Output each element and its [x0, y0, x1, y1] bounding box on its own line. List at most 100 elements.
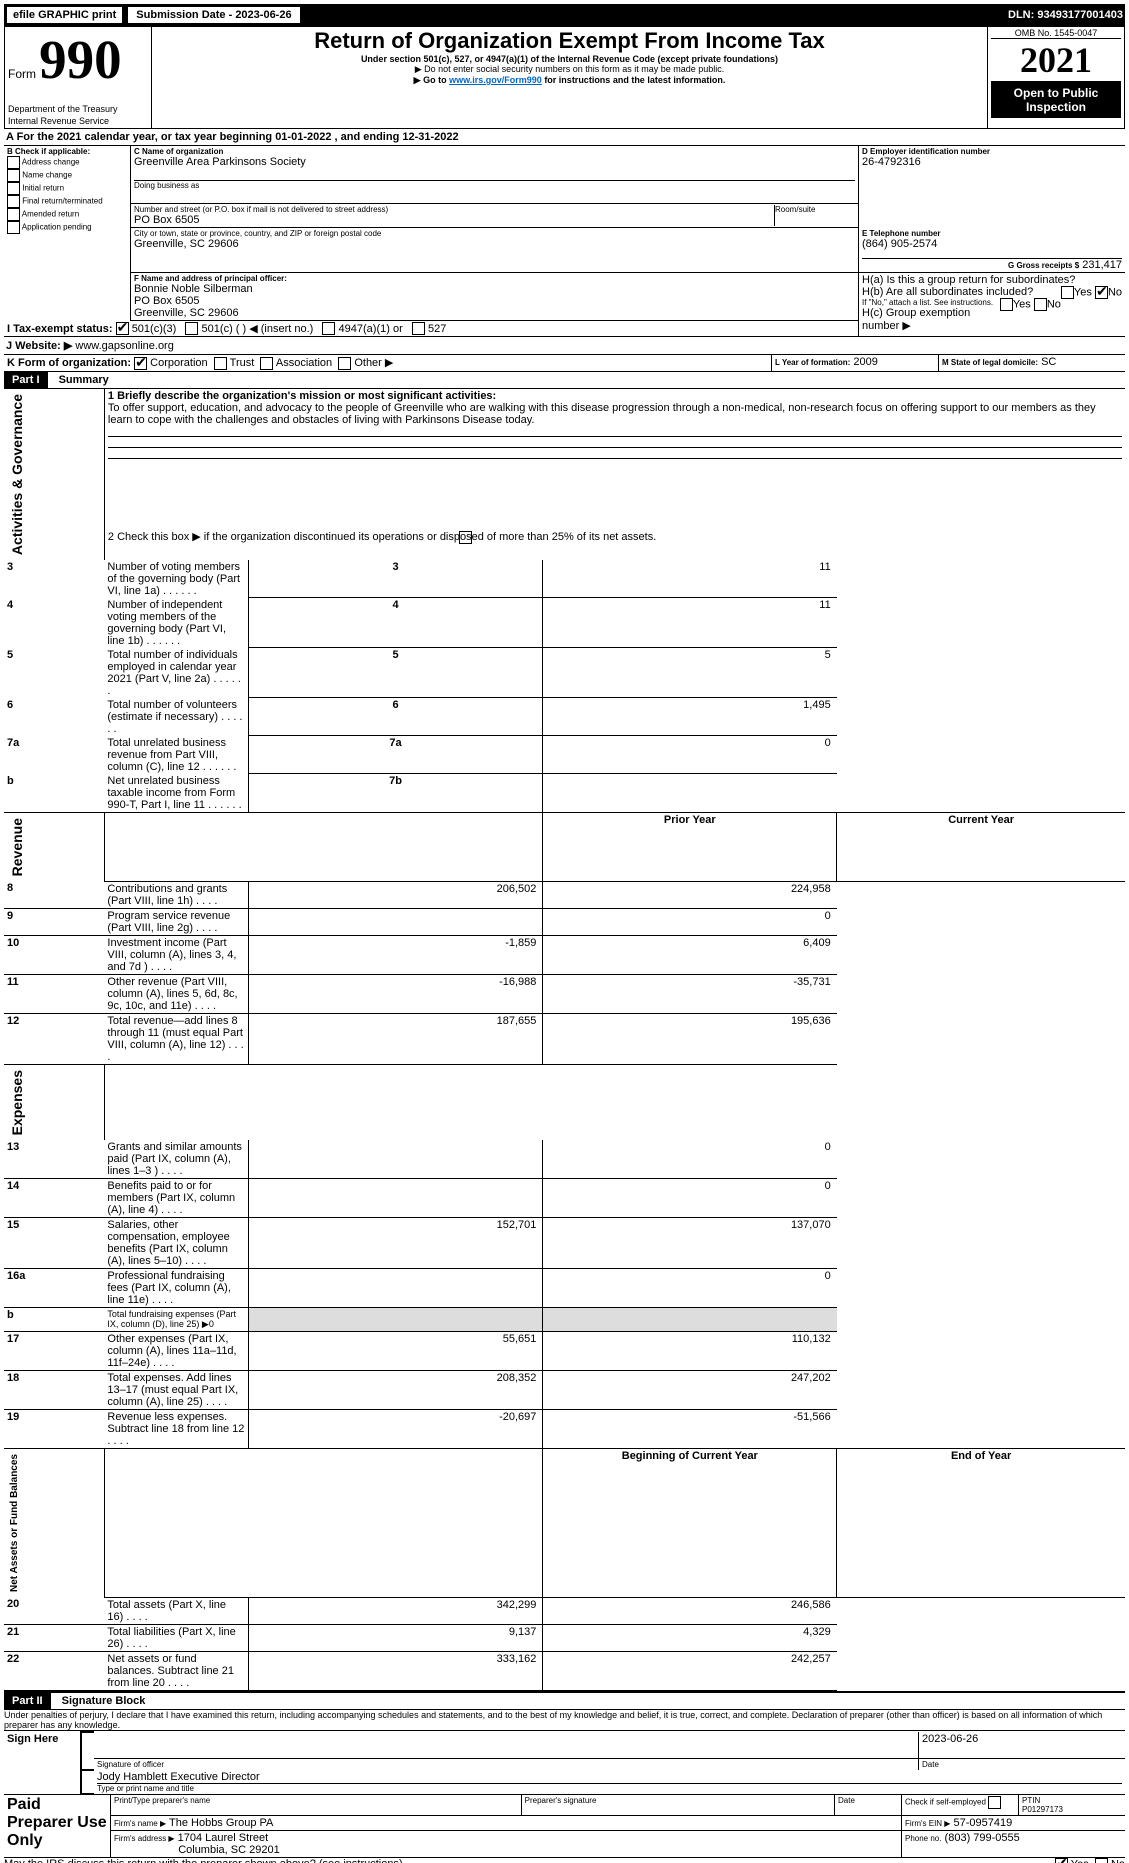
- tax-year: 2021: [991, 39, 1121, 82]
- 527-label: 527: [428, 323, 446, 335]
- dept-label: Department of the Treasury: [8, 104, 118, 114]
- side-governance: Activities & Governance: [7, 390, 27, 559]
- box-l-label: L Year of formation:: [775, 358, 850, 367]
- discuss-text: May the IRS discuss this return with the…: [4, 1858, 403, 1863]
- 501c3-label: 501(c)(3): [132, 323, 177, 335]
- sign-date: 2023-06-26: [919, 1732, 1126, 1759]
- officer-typed-name: Jody Hamblett Executive Director: [97, 1771, 1122, 1783]
- box-h-note: If "No," attach a list. See instructions…: [862, 298, 1122, 307]
- other-label: Other ▶: [354, 357, 393, 369]
- org-city: Greenville, SC 29606: [134, 238, 855, 250]
- tax-527-checkbox[interactable]: [412, 322, 425, 335]
- discuss-no-checkbox[interactable]: [1095, 1858, 1108, 1863]
- officer-addr1: PO Box 6505: [134, 295, 855, 307]
- box-h-a: H(a) Is this a group return for subordin…: [862, 274, 1122, 286]
- ha-yes-checkbox[interactable]: [1061, 286, 1074, 299]
- gov-line: 4Number of independent voting members of…: [4, 598, 1125, 648]
- officer-name: Bonnie Noble Silberman: [134, 283, 855, 295]
- identity-block: B Check if applicable: Address change Na…: [4, 146, 1125, 337]
- subtitle: Under section 501(c), 527, or 4947(a)(1)…: [155, 54, 984, 64]
- irs-link[interactable]: www.irs.gov/Form990: [449, 75, 542, 85]
- boxb-checkbox[interactable]: [7, 182, 20, 195]
- firm-addr-label: Firm's address ▶: [114, 1834, 175, 1843]
- org-name: Greenville Area Parkinsons Society: [134, 156, 855, 168]
- firm-addr2: Columbia, SC 29201: [178, 1844, 280, 1856]
- state-domicile: SC: [1041, 356, 1056, 368]
- data-line: 15Salaries, other compensation, employee…: [4, 1217, 1125, 1268]
- firm-ein-label: Firm's EIN ▶: [905, 1819, 950, 1828]
- end-year-header: End of Year: [837, 1448, 1125, 1597]
- 4947-label: 4947(a)(1) or: [339, 323, 403, 335]
- org-corp-checkbox[interactable]: [134, 357, 147, 370]
- firm-name-label: Firm's name ▶: [114, 1819, 166, 1828]
- trust-label: Trust: [230, 357, 255, 369]
- name-title-label: Type or print name and title: [97, 1783, 1122, 1793]
- ha-no-checkbox[interactable]: [1095, 286, 1108, 299]
- omb-number: OMB No. 1545-0047: [991, 28, 1121, 39]
- q2-text: 2 Check this box ▶ if the organization d…: [104, 529, 1125, 560]
- sign-here-block: Sign Here 2023-06-26 Signature of office…: [4, 1731, 1125, 1796]
- boxb-item: Application pending: [7, 221, 127, 234]
- org-trust-checkbox[interactable]: [214, 357, 227, 370]
- sig-date-label: Date: [919, 1758, 1126, 1770]
- klm-row: K Form of organization: Corporation Trus…: [4, 355, 1125, 372]
- boxb-item: Initial return: [7, 182, 127, 195]
- open-public-badge: Open to Public Inspection: [991, 82, 1121, 118]
- goto-line: ▶ Go to www.irs.gov/Form990 for instruct…: [155, 75, 984, 86]
- boxb-checkbox[interactable]: [7, 195, 20, 208]
- tax-501c-checkbox[interactable]: [185, 322, 198, 335]
- prep-h2: Preparer's signature: [521, 1795, 834, 1816]
- addr-label: Number and street (or P.O. box if mail i…: [134, 205, 774, 214]
- part1-table: Activities & Governance 1 Briefly descri…: [4, 389, 1125, 1691]
- boxb-item: Amended return: [7, 208, 127, 221]
- hb-no-checkbox[interactable]: [1034, 298, 1047, 311]
- ssn-warning: ▶ Do not enter social security numbers o…: [155, 64, 984, 75]
- side-revenue: Revenue: [7, 814, 27, 880]
- discuss-yes-checkbox[interactable]: [1055, 1858, 1068, 1863]
- data-line: 21Total liabilities (Part X, line 26) . …: [4, 1624, 1125, 1651]
- q1-label: 1 Briefly describe the organization's mi…: [108, 390, 1122, 402]
- irs-label: Internal Revenue Service: [8, 116, 109, 126]
- org-other-checkbox[interactable]: [338, 357, 351, 370]
- data-line: 8Contributions and grants (Part VIII, li…: [4, 881, 1125, 908]
- prior-year-header: Prior Year: [543, 812, 837, 881]
- org-assoc-checkbox[interactable]: [260, 357, 273, 370]
- box-k-label: K Form of organization:: [7, 357, 131, 369]
- q2-checkbox[interactable]: [459, 531, 472, 544]
- discuss-row: May the IRS discuss this return with the…: [4, 1858, 1125, 1863]
- main-title: Return of Organization Exempt From Incom…: [155, 28, 984, 54]
- sign-here-label: Sign Here: [4, 1732, 81, 1770]
- gov-line: bNet unrelated business taxable income f…: [4, 774, 1125, 813]
- org-address: PO Box 6505: [134, 214, 774, 226]
- tax-4947-checkbox[interactable]: [322, 322, 335, 335]
- goto-pre: ▶ Go to: [414, 75, 449, 85]
- tax-501c3-checkbox[interactable]: [116, 322, 129, 335]
- top-bar: efile GRAPHIC print Submission Date - 20…: [4, 4, 1125, 26]
- box-f-label: F Name and address of principal officer:: [134, 274, 855, 283]
- submission-date-badge: Submission Date - 2023-06-26: [127, 6, 300, 24]
- data-line: 11Other revenue (Part VIII, column (A), …: [4, 974, 1125, 1013]
- data-line: 10Investment income (Part VIII, column (…: [4, 935, 1125, 974]
- boxb-checkbox[interactable]: [7, 208, 20, 221]
- data-line: 19Revenue less expenses. Subtract line 1…: [4, 1409, 1125, 1448]
- firm-addr1: 1704 Laurel Street: [178, 1832, 269, 1844]
- boxb-checkbox[interactable]: [7, 169, 20, 182]
- firm-phone: (803) 799-0555: [945, 1832, 1020, 1844]
- ptin-label: PTIN: [1022, 1796, 1040, 1805]
- ptin-value: P01297173: [1022, 1805, 1063, 1814]
- hb-yes-checkbox[interactable]: [1000, 298, 1013, 311]
- sig-officer-label: Signature of officer: [94, 1758, 919, 1770]
- firm-phone-label: Phone no.: [905, 1834, 941, 1843]
- boxb-checkbox[interactable]: [7, 156, 20, 169]
- self-employed-checkbox[interactable]: [988, 1796, 1001, 1809]
- gross-receipts: 231,417: [1082, 259, 1122, 271]
- dba-label: Doing business as: [134, 180, 855, 190]
- gov-line: 5Total number of individuals employed in…: [4, 648, 1125, 698]
- boxb-checkbox[interactable]: [7, 221, 20, 234]
- firm-name: The Hobbs Group PA: [169, 1817, 273, 1829]
- prep-h4: Check if self-employed: [902, 1795, 1019, 1816]
- ein: 26-4792316: [862, 156, 1122, 168]
- data-line: 20Total assets (Part X, line 16) . . . .…: [4, 1597, 1125, 1624]
- officer-addr2: Greenville, SC 29606: [134, 307, 855, 319]
- firm-ein: 57-0957419: [954, 1817, 1013, 1829]
